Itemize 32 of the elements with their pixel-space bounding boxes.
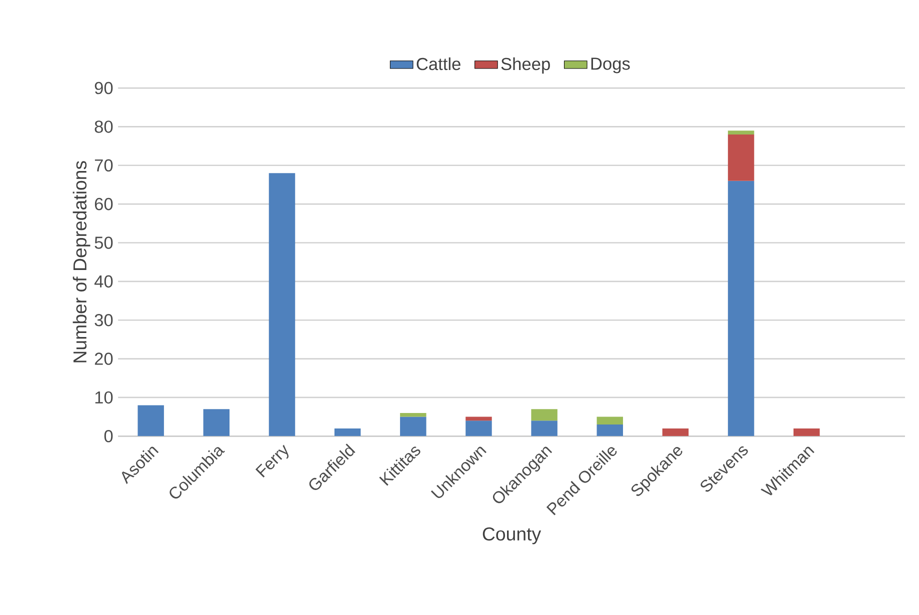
y-tick-label: 40 [94,275,113,288]
bar [728,180,754,436]
y-tick-label: 10 [95,391,113,404]
bar [596,416,624,425]
bar [531,409,558,421]
x-axis-title: County [482,527,542,544]
bar [728,134,754,181]
bar [203,409,230,436]
bar [596,424,624,436]
bar [400,416,426,436]
bar [466,416,492,421]
y-tick-label: 0 [104,430,113,442]
y-axis-title: Number of Depredations [72,161,90,362]
legend-label: Dogs [591,58,630,74]
bar [728,130,754,135]
y-tick-label: 20 [94,352,113,365]
bar [400,413,426,417]
bar [794,428,820,436]
bar [466,420,492,436]
bar [138,405,164,436]
bar [662,428,689,436]
y-tick-label: 70 [94,159,113,172]
legend-label: Sheep [501,57,550,74]
legend-label: Cattle [416,57,460,70]
y-tick-label: 60 [94,198,113,210]
y-tick-label: 80 [94,120,113,133]
bar [334,428,361,436]
y-tick-label: 30 [94,314,113,326]
bar [531,420,558,436]
bar [268,173,296,436]
y-tick-label: 90 [94,82,113,94]
y-tick-label: 50 [94,236,113,249]
